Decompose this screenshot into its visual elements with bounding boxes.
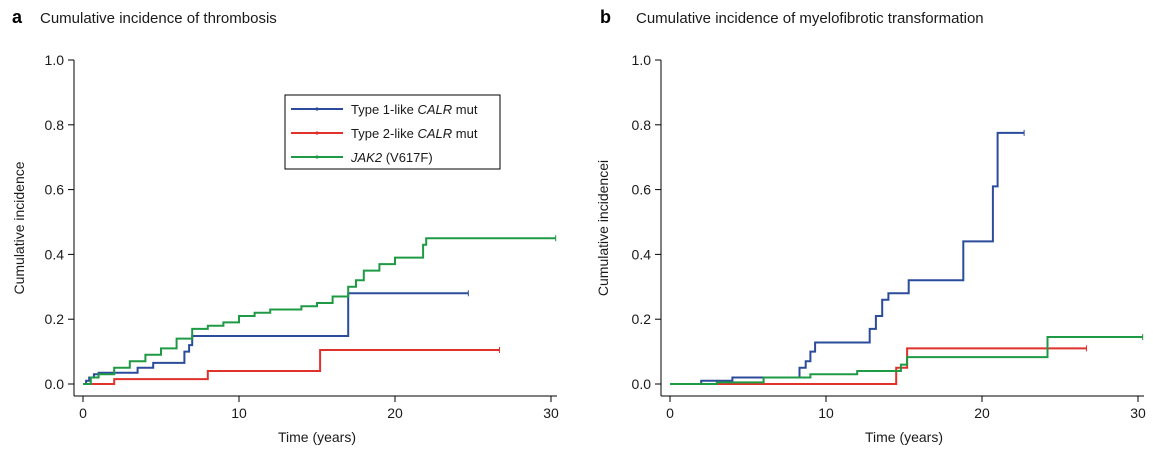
legend-label-part: JAK2 — [350, 150, 383, 165]
x-tick-label: 0 — [79, 405, 87, 421]
legend-label: Type 1-like CALR mut — [351, 102, 478, 117]
legend-swatch-dot — [315, 107, 319, 111]
y-tick-label: 0.8 — [632, 117, 652, 133]
legend-swatch-dot — [315, 131, 319, 135]
y-tick-label: 0.6 — [632, 182, 652, 198]
legend-swatch-dot — [315, 155, 319, 159]
y-tick-label: 0.8 — [45, 117, 65, 133]
legend-label-part: Type 2-like — [351, 126, 417, 141]
chart-title: Cumulative incidence of thrombosis — [40, 10, 277, 27]
series-line-0 — [83, 292, 469, 385]
x-tick-label: 30 — [1130, 405, 1146, 421]
panel-letter: b — [600, 7, 611, 27]
chart-title: Cumulative incidence of myelofibrotic tr… — [636, 10, 984, 27]
legend-label-part: CALR — [417, 102, 452, 117]
x-tick-label: 0 — [666, 405, 674, 421]
y-tick-label: 1.0 — [45, 52, 65, 68]
legend-label-part: mut — [452, 126, 478, 141]
y-tick-label: 0.4 — [632, 246, 652, 262]
x-tick-label: 20 — [387, 405, 403, 421]
x-axis-label: Time (years) — [865, 429, 943, 445]
y-tick-label: 0.4 — [45, 246, 65, 262]
x-axis-label: Time (years) — [278, 429, 356, 445]
panel-letter: a — [12, 7, 23, 27]
y-tick-label: 0.0 — [45, 376, 65, 392]
series-line-2 — [670, 336, 1143, 385]
panel-b: b Cumulative incidence of myelofibrotic t… — [595, 7, 1146, 445]
legend-label: JAK2 (V617F) — [350, 150, 433, 165]
y-tick-label: 0.6 — [45, 182, 65, 198]
legend-label-part: Type 1-like — [351, 102, 417, 117]
legend-label-part: (V617F) — [382, 150, 433, 165]
x-tick-label: 10 — [231, 405, 247, 421]
legend-label: Type 2-like CALR mut — [351, 126, 478, 141]
series-line-2 — [83, 237, 556, 385]
y-tick-label: 0.2 — [632, 311, 652, 327]
legend-label-part: mut — [452, 102, 478, 117]
x-tick-label: 20 — [974, 405, 990, 421]
x-tick-label: 30 — [543, 405, 559, 421]
y-tick-label: 0.0 — [632, 376, 652, 392]
y-axis-label: Cumulative incidence — [11, 161, 27, 294]
y-tick-label: 0.2 — [45, 311, 65, 327]
series-line-1 — [83, 349, 500, 385]
legend-label-part: CALR — [417, 126, 452, 141]
x-tick-label: 10 — [818, 405, 834, 421]
y-tick-label: 1.0 — [632, 52, 652, 68]
y-axis-label: Cumulative incidencei — [595, 160, 611, 296]
series-line-0 — [670, 131, 1025, 385]
panel-a: a Cumulative incidence of thrombosis 0.0 0.… — [11, 7, 559, 445]
